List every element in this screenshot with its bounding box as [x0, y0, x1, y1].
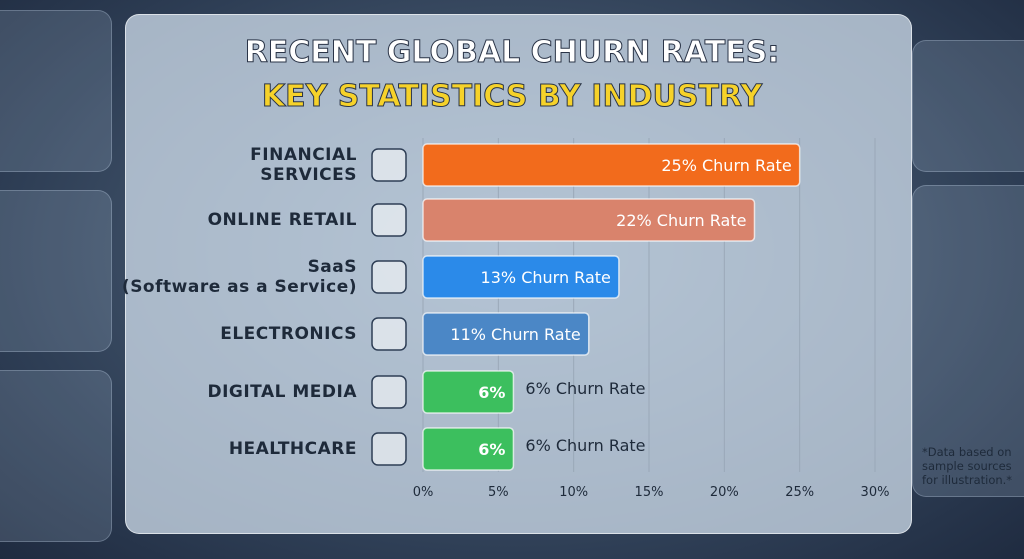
x-tick-label: 20% [710, 485, 739, 500]
value-label: 22% Churn Rate [616, 211, 746, 230]
footnote: *Data based on sample sources for illust… [922, 445, 1013, 487]
chart-subtitle: KEY STATISTICS BY INDUSTRY [262, 79, 763, 114]
bar [422, 370, 515, 414]
category-label: HEALTHCARE [228, 439, 357, 459]
x-tick-label: 10% [559, 485, 588, 500]
chart-title: RECENT GLOBAL CHURN RATES: [245, 35, 780, 70]
value-label: 11% Churn Rate [450, 325, 580, 344]
bg-panel [0, 10, 112, 172]
x-tick-label: 5% [488, 485, 509, 500]
category-icon [371, 203, 407, 237]
bg-panel [912, 40, 1024, 172]
category-label: ONLINE RETAIL [207, 210, 357, 230]
value-label: 13% Churn Rate [481, 268, 611, 287]
category-label: ELECTRONICS [220, 324, 357, 344]
x-tick-label: 0% [413, 485, 434, 500]
bar-inner-label: 6% [478, 440, 505, 459]
category-icon [371, 317, 407, 351]
category-label: FINANCIAL SERVICES [250, 145, 357, 185]
category-icon [371, 148, 407, 182]
category-label: DIGITAL MEDIA [207, 382, 357, 402]
category-icon [371, 432, 407, 466]
x-tick-label: 25% [785, 485, 814, 500]
value-label: 6% Churn Rate [525, 379, 645, 398]
category-icon [371, 260, 407, 294]
category-label: SaaS (Software as a Service) [121, 257, 357, 297]
x-tick-label: 30% [861, 485, 890, 500]
value-label: 6% Churn Rate [525, 436, 645, 455]
bar-inner-label: 6% [478, 383, 505, 402]
bar [422, 427, 515, 471]
bar [422, 312, 590, 356]
bar [422, 198, 756, 242]
bg-panel [0, 190, 112, 352]
x-tick-label: 15% [635, 485, 664, 500]
category-icon [371, 375, 407, 409]
bg-panel [912, 185, 1024, 497]
value-label: 25% Churn Rate [661, 156, 791, 175]
bar [422, 143, 801, 187]
bg-panel [0, 370, 112, 542]
bar [422, 255, 620, 299]
